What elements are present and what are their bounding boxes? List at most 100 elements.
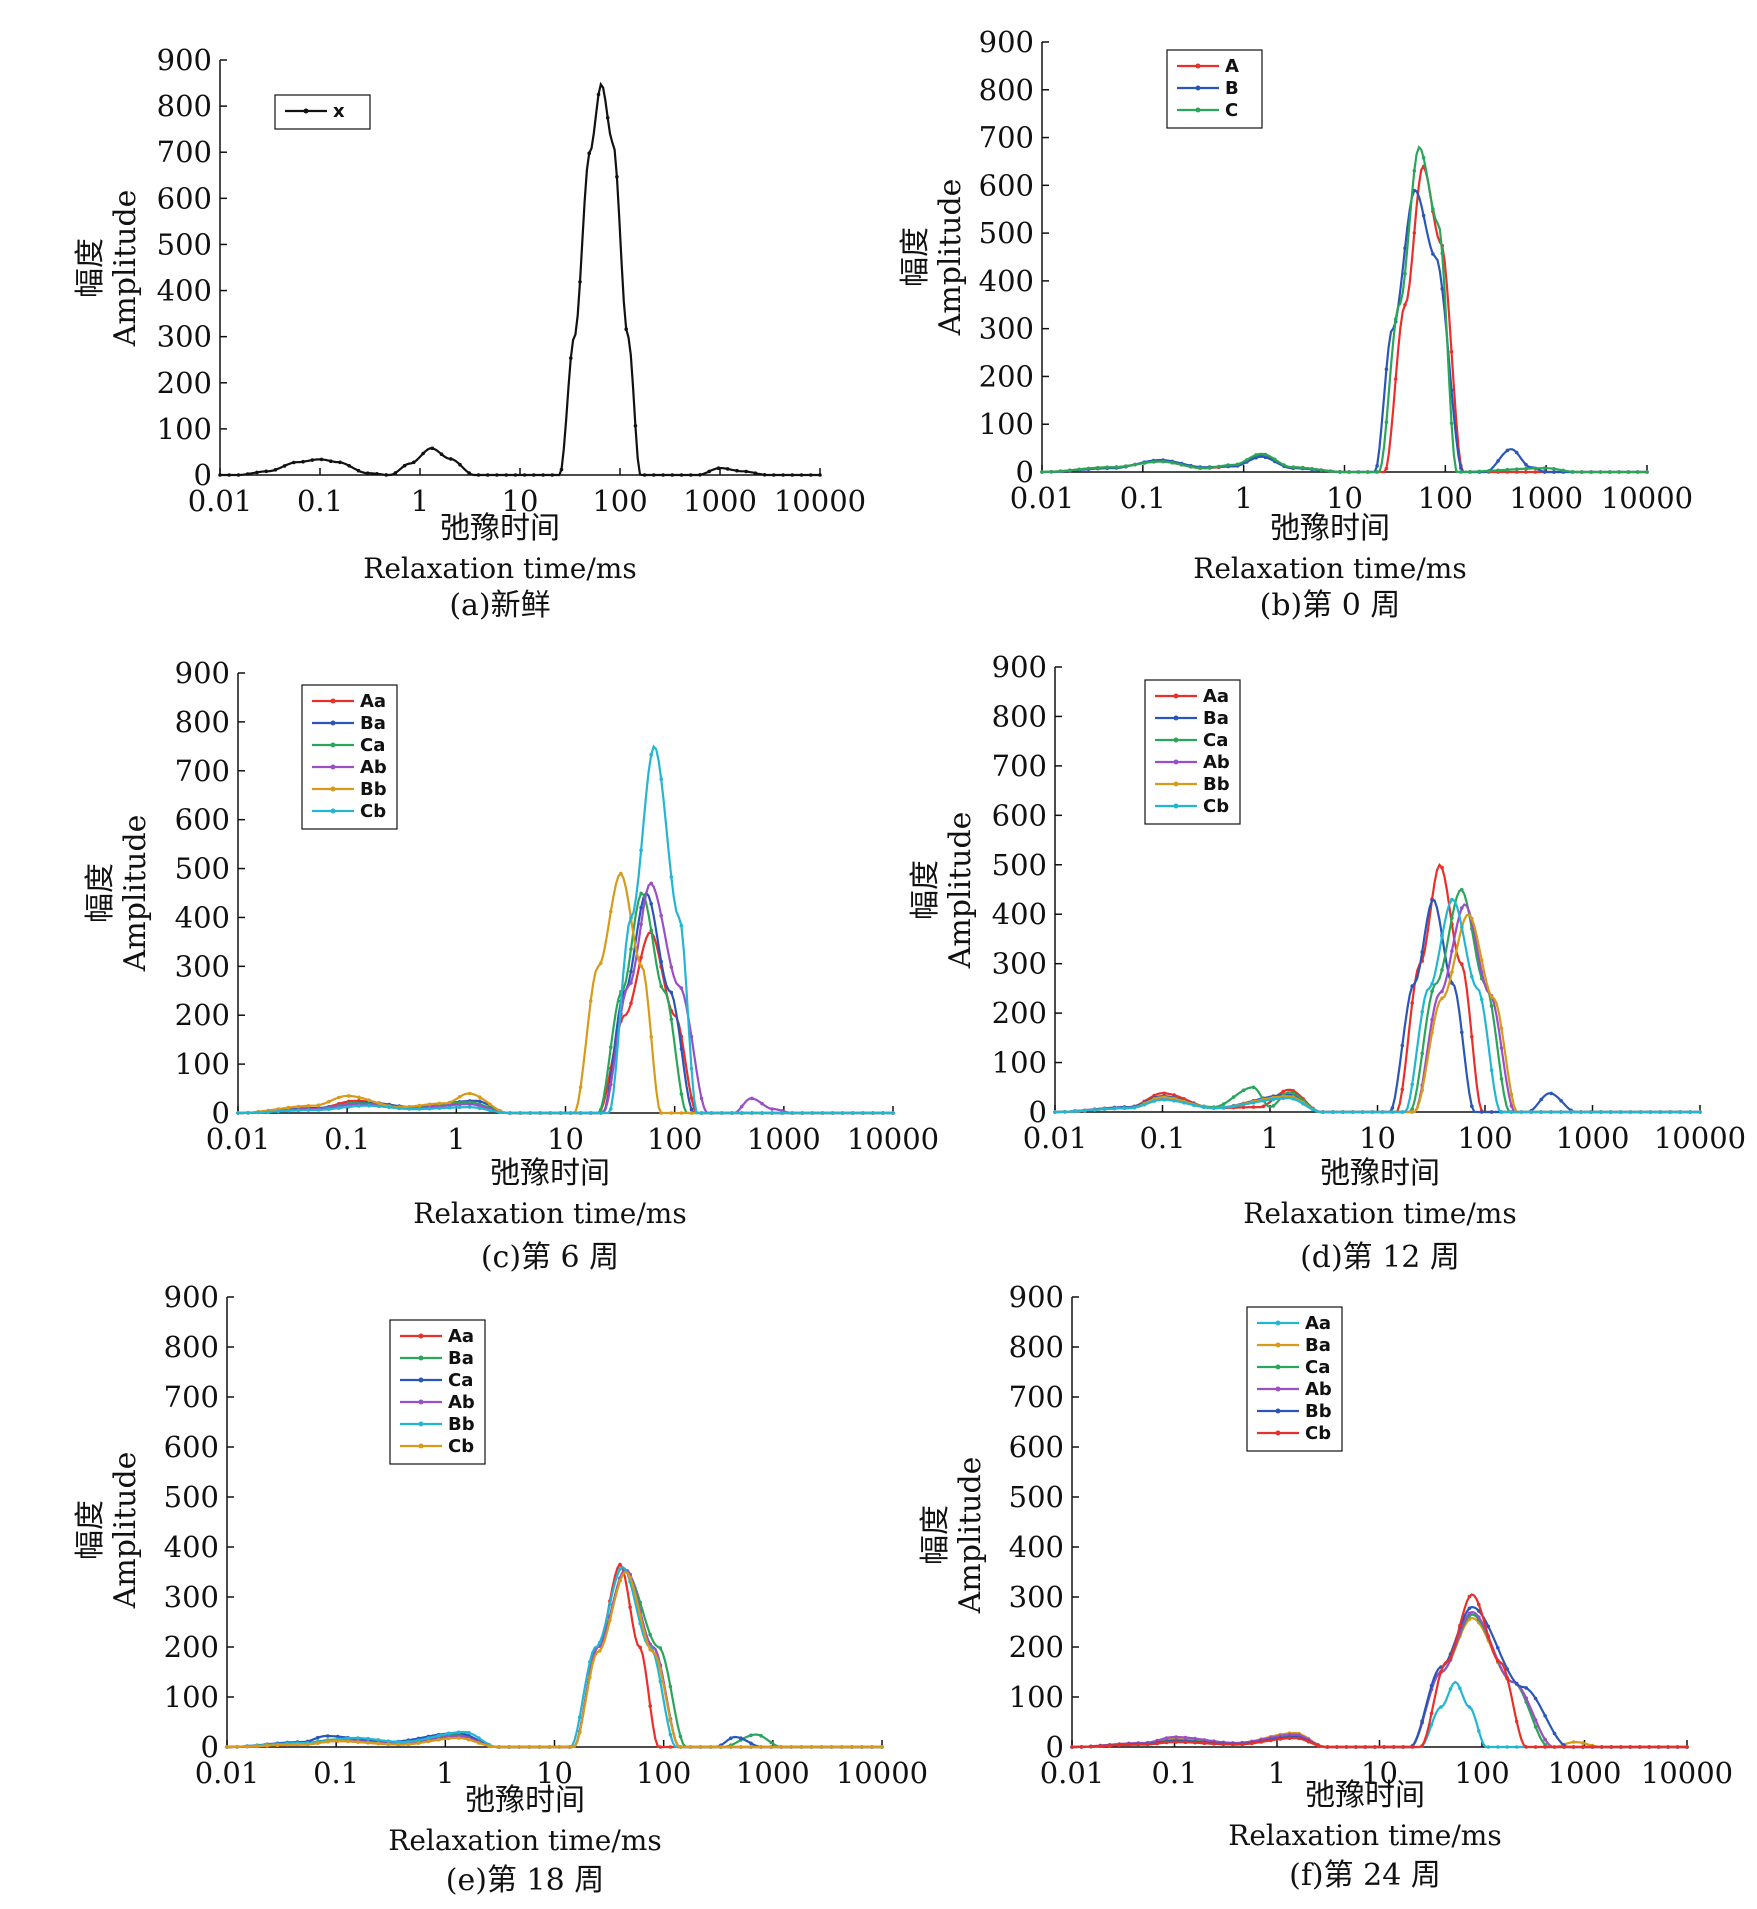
data-point: [740, 1104, 744, 1109]
data-point: [629, 969, 633, 974]
series-line-Aa: [227, 1562, 882, 1749]
data-point: [609, 909, 613, 914]
data-point: [1049, 470, 1054, 474]
data-point: [598, 1649, 602, 1653]
data-point: [1486, 1624, 1491, 1629]
data-point: [1170, 460, 1175, 465]
x-tick-label: 0.1: [324, 1122, 370, 1156]
data-point: [1439, 1705, 1443, 1709]
data-point: [1400, 1087, 1405, 1092]
series-line-Bb: [1072, 1605, 1687, 1749]
data-point: [449, 457, 453, 461]
x-tick-label: 1: [1234, 481, 1252, 515]
data-point: [1579, 1110, 1583, 1114]
chart-svg: 0 100 200 300 400 500 600 700 800 900 0.01 0.1 1 10 10…: [908, 650, 1746, 1275]
data-point: [1145, 1742, 1150, 1747]
data-point: [744, 469, 748, 474]
data-point: [478, 1099, 482, 1104]
data-point: [639, 964, 643, 968]
data-point: [1152, 1099, 1156, 1103]
data-point: [338, 460, 342, 465]
x-tick-label: 100: [647, 1122, 702, 1156]
x-tick-label: 10000: [774, 484, 866, 518]
data-point: [1496, 1745, 1500, 1749]
y-label-en: Amplitude: [933, 179, 968, 337]
data-point: [1261, 1104, 1266, 1109]
data-point: [1122, 1106, 1127, 1110]
data-point: [725, 467, 730, 471]
data-point: [669, 1111, 674, 1115]
data-point: [1496, 459, 1500, 463]
data-point: [1403, 271, 1407, 276]
x-label-cn: 弛豫时间: [1270, 511, 1390, 546]
x-tick-label: 0.1: [297, 484, 343, 518]
legend-marker: [330, 764, 336, 770]
data-point: [624, 327, 628, 332]
data-point: [386, 1742, 391, 1746]
data-point: [1496, 1658, 1500, 1663]
data-point: [800, 1111, 805, 1115]
y-tick-label: 100: [979, 407, 1034, 441]
data-point: [1440, 996, 1444, 1001]
x-tick-label: 100: [1457, 1121, 1512, 1155]
data-point: [1403, 303, 1407, 307]
legend: x: [274, 94, 371, 130]
data-point: [1259, 1740, 1263, 1744]
data-point: [588, 1660, 592, 1664]
y-tick-label: 0: [212, 1096, 230, 1130]
data-point: [1410, 984, 1414, 988]
data-point: [1479, 958, 1484, 962]
data-point: [513, 473, 518, 477]
x-tick-label: 0.01: [195, 1756, 260, 1790]
y-tick-label: 100: [175, 1047, 230, 1081]
data-point: [749, 1745, 753, 1749]
y-tick-label: 400: [1009, 1530, 1064, 1564]
data-point: [295, 1742, 300, 1747]
data-point: [1470, 974, 1474, 979]
data-point: [1618, 1110, 1623, 1114]
data-point: [880, 1745, 884, 1749]
data-point: [1420, 1719, 1424, 1723]
y-tick-label: 800: [157, 89, 212, 123]
data-point: [537, 1745, 542, 1749]
data-point: [860, 1745, 864, 1749]
y-tick-label: 800: [175, 705, 230, 739]
data-point: [1202, 1738, 1207, 1742]
legend-label: Ca: [448, 1370, 473, 1391]
data-point: [668, 1718, 673, 1723]
data-point: [649, 902, 653, 906]
legend-marker: [418, 1443, 424, 1449]
legend-label: Ca: [1305, 1357, 1330, 1378]
data-point: [1448, 1687, 1453, 1691]
data-point: [678, 1734, 683, 1739]
legend-marker: [1195, 85, 1201, 91]
data-point: [629, 947, 633, 951]
series-line-x: [220, 81, 820, 477]
data-point: [1142, 1102, 1147, 1107]
data-point: [522, 473, 527, 477]
data-point: [799, 473, 804, 477]
data-point: [336, 1739, 340, 1743]
data-point: [417, 1107, 422, 1111]
data-point: [477, 1741, 481, 1745]
data-point: [1533, 1718, 1538, 1722]
data-point: [1505, 1675, 1509, 1680]
data-point: [668, 1745, 673, 1749]
data-point: [1347, 470, 1351, 474]
data-point: [1460, 1030, 1464, 1035]
data-point: [1155, 1741, 1159, 1746]
y-label-en: Amplitude: [943, 812, 978, 970]
legend-label: B: [1225, 78, 1239, 99]
legend-marker: [1195, 63, 1201, 69]
data-point: [1162, 1095, 1166, 1099]
chart-svg: 0 100 200 300 400 500 600 700 800 900 0.01 0.1 1 10 10…: [918, 1280, 1733, 1893]
x-label-en: Relaxation time/ms: [1228, 1819, 1501, 1852]
y-tick-label: 200: [157, 366, 212, 400]
series-line-Bb: [227, 1565, 882, 1749]
data-point: [1552, 470, 1556, 474]
chart-svg: 0 100 200 300 400 500 600 700 800 900 0.01 0.1 1 10 10…: [83, 656, 939, 1275]
data-point: [487, 1744, 491, 1748]
data-point: [1666, 1745, 1670, 1749]
data-point: [1174, 1735, 1178, 1739]
data-point: [1543, 1745, 1547, 1749]
